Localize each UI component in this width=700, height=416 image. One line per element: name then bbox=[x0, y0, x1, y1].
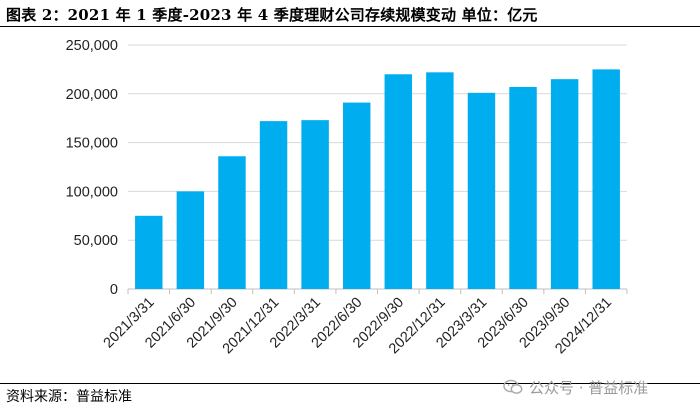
y-tick-label: 250,000 bbox=[66, 38, 118, 54]
bar bbox=[550, 79, 579, 289]
footer-divider bbox=[0, 383, 700, 384]
y-tick-label: 200,000 bbox=[66, 87, 118, 103]
bar bbox=[176, 191, 205, 289]
bar bbox=[301, 120, 329, 289]
watermark: 公众号 · 普益标准 bbox=[503, 376, 693, 398]
bar bbox=[509, 86, 537, 289]
y-tick-label: 150,000 bbox=[66, 136, 118, 152]
chart-title: 图表 2：2021 年 1 季度-2023 年 4 季度理财公司存续规模变动 单… bbox=[6, 6, 538, 24]
bar bbox=[218, 156, 246, 289]
bar-chart: 050,000100,000150,000200,000250,0002021/… bbox=[66, 38, 628, 357]
source-note: 资料来源：普益标准 bbox=[6, 389, 132, 405]
bar bbox=[135, 215, 163, 289]
bar bbox=[426, 72, 454, 289]
watermark-text: 公众号 · 普益标准 bbox=[529, 378, 649, 397]
title-divider bbox=[0, 26, 700, 27]
y-tick-label: 0 bbox=[110, 282, 118, 298]
bar bbox=[467, 92, 496, 289]
bar bbox=[342, 102, 371, 289]
bar bbox=[384, 74, 413, 289]
y-tick-label: 100,000 bbox=[66, 184, 118, 200]
y-tick-label: 50,000 bbox=[74, 233, 118, 249]
bar bbox=[592, 69, 620, 290]
bar bbox=[259, 121, 288, 290]
wechat-icon bbox=[503, 379, 523, 394]
